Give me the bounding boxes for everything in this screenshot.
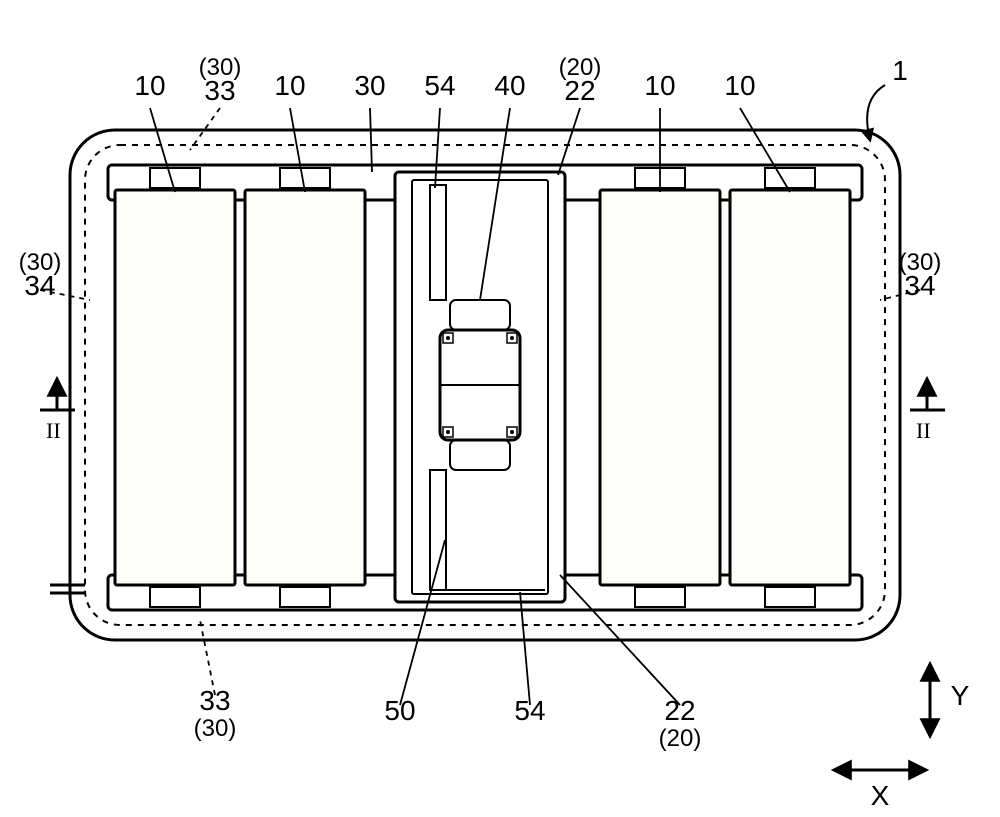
svg-text:X: X <box>871 780 890 811</box>
svg-text:22: 22 <box>564 75 595 106</box>
svg-text:34: 34 <box>904 270 935 301</box>
svg-text:10: 10 <box>724 70 755 101</box>
svg-text:33: 33 <box>204 75 235 106</box>
svg-text:1: 1 <box>892 55 908 86</box>
svg-text:II: II <box>916 418 931 443</box>
svg-text:40: 40 <box>494 70 525 101</box>
svg-text:(30): (30) <box>194 715 237 742</box>
svg-text:II: II <box>46 418 61 443</box>
svg-text:22: 22 <box>664 695 695 726</box>
svg-text:33: 33 <box>199 685 230 716</box>
svg-text:54: 54 <box>514 695 545 726</box>
svg-text:54: 54 <box>424 70 455 101</box>
svg-text:10: 10 <box>644 70 675 101</box>
svg-text:(20): (20) <box>659 725 702 752</box>
svg-text:30: 30 <box>354 70 385 101</box>
svg-text:Y: Y <box>951 680 970 711</box>
svg-text:10: 10 <box>274 70 305 101</box>
svg-text:10: 10 <box>134 70 165 101</box>
svg-text:50: 50 <box>384 695 415 726</box>
svg-text:34: 34 <box>24 270 55 301</box>
